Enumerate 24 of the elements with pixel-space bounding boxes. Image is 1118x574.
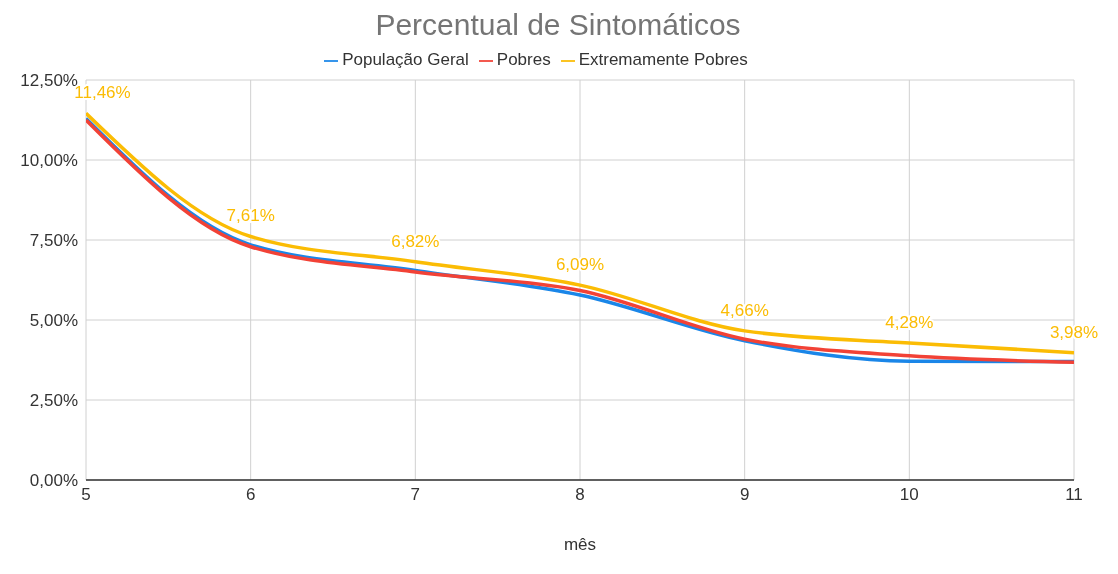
legend-label: Pobres [496, 50, 551, 69]
x-tick-label: 7 [410, 485, 421, 505]
data-label: 6,82% [391, 231, 440, 251]
y-tick-label: 2,50% [29, 391, 78, 411]
x-tick-label: 11 [1065, 485, 1083, 505]
chart-title: Percentual de Sintomáticos [374, 8, 742, 43]
x-tick-label: 10 [899, 485, 919, 505]
x-tick-label: 5 [81, 485, 91, 505]
y-tick-label: 7,50% [29, 231, 78, 251]
data-label: 6,09% [555, 255, 605, 275]
data-label: 7,61% [226, 206, 275, 226]
y-tick-label: 10,00% [20, 151, 78, 171]
data-label: 3,98% [1049, 322, 1099, 342]
x-tick-label: 8 [575, 485, 585, 505]
data-label: 4,66% [720, 300, 769, 320]
y-tick-label: 0,00% [29, 471, 78, 491]
x-tick-label: 6 [245, 485, 256, 505]
y-tick-label: 12,50% [20, 71, 78, 91]
x-tick-label: 9 [739, 485, 750, 505]
y-tick-label: 5,00% [29, 311, 78, 331]
legend-label: Extremamente Pobres [578, 50, 748, 69]
x-axis-title: mês [563, 535, 597, 554]
legend-label: População Geral [342, 50, 469, 69]
data-label: 4,28% [885, 313, 934, 333]
